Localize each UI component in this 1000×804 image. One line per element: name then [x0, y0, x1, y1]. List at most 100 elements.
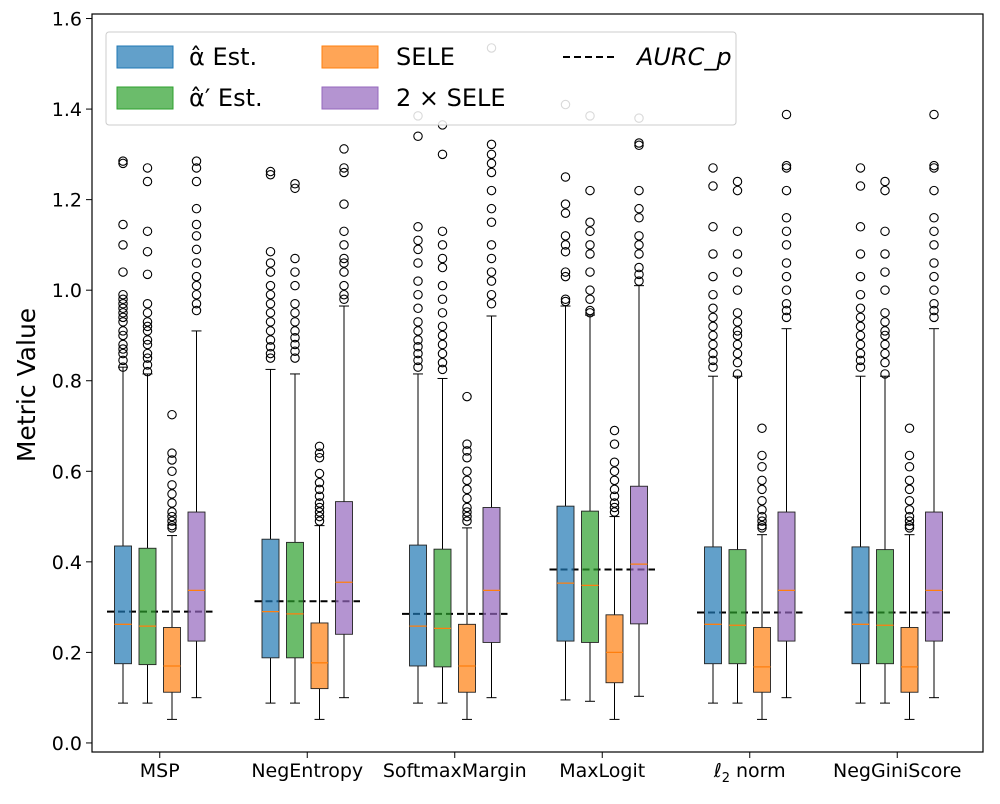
flier-point: [929, 240, 939, 250]
flier-point: [708, 355, 718, 366]
flier-point: [757, 450, 767, 461]
flier-point: [708, 321, 718, 332]
y-tick-label: 1.6: [52, 9, 82, 31]
x-axis: MSP NegEntropy SoftmaxMargin MaxLogit ℓ2 nor…: [140, 752, 962, 786]
box-2-1: [433, 120, 452, 704]
flier-point: [290, 267, 300, 277]
flier-point: [855, 181, 866, 191]
flier-point: [732, 339, 743, 350]
flier-point: [265, 348, 276, 359]
flier-point: [462, 466, 472, 477]
flier-point: [339, 199, 349, 209]
flier-point: [904, 511, 915, 522]
flier-point: [880, 369, 890, 379]
flier-point: [339, 280, 349, 291]
flier-point: [609, 425, 620, 436]
flier-point: [855, 222, 866, 232]
flier-point: [609, 484, 620, 495]
flier-point: [462, 511, 472, 522]
flier-point: [167, 409, 177, 420]
box-body: [581, 510, 599, 643]
flier-point: [167, 455, 177, 465]
box-body: [163, 627, 181, 693]
flier-point: [437, 294, 448, 304]
flier-point: [904, 495, 915, 506]
flier-point: [781, 258, 792, 268]
flier-point: [880, 348, 890, 359]
flier-point: [290, 346, 300, 357]
flier-point: [142, 353, 153, 363]
flier-point: [142, 226, 153, 237]
box-body: [433, 548, 452, 668]
flier-point: [486, 139, 497, 150]
flier-point: [167, 507, 177, 517]
flier-point: [167, 511, 177, 522]
flier-point: [462, 507, 472, 517]
flier-point: [118, 344, 128, 354]
flier-point: [708, 303, 718, 314]
x-tick-label: NegEntropy: [251, 760, 363, 782]
flier-point: [413, 303, 423, 314]
flier-point: [142, 308, 153, 318]
flier-point: [634, 249, 644, 259]
flier-point: [560, 231, 571, 241]
flier-point: [855, 321, 866, 332]
flier-point: [880, 330, 890, 341]
box-body: [458, 623, 476, 693]
flier-point: [560, 296, 571, 307]
flier-point: [855, 312, 866, 323]
flier-point: [757, 484, 767, 495]
legend-swatch-alpha-prime-est: [116, 86, 174, 110]
flier-point: [437, 149, 448, 160]
box-1-1: [286, 179, 304, 704]
flier-point: [413, 355, 423, 366]
flier-point: [437, 339, 448, 350]
flier-point: [855, 348, 866, 359]
flier-point: [167, 516, 177, 526]
flier-point: [732, 348, 743, 359]
flier-point: [634, 240, 644, 250]
flier-point: [118, 294, 128, 304]
flier-point: [191, 280, 202, 291]
flier-point: [486, 240, 497, 250]
box-0-0: [114, 156, 132, 704]
flier-point: [929, 185, 939, 196]
flier-point: [929, 109, 939, 120]
flier-point: [904, 516, 915, 526]
legend-swatch-sele: [321, 45, 379, 69]
flier-point: [314, 502, 325, 513]
box-body: [556, 505, 575, 642]
legend-swatch-alpha-est: [116, 45, 174, 69]
flier-point: [413, 222, 423, 232]
flier-point: [142, 246, 153, 257]
flier-point: [929, 312, 939, 323]
flier-point: [142, 317, 153, 327]
flier-point: [609, 439, 620, 449]
x-tick-label: NegGiniScore: [833, 760, 962, 782]
flier-point: [585, 240, 595, 250]
flier-point: [560, 208, 571, 218]
flier-point: [585, 185, 595, 196]
flier-point: [142, 176, 153, 187]
flier-point: [437, 357, 448, 368]
flier-point: [585, 305, 595, 316]
flier-point: [437, 364, 448, 375]
y-tick-label: 0.4: [52, 552, 82, 574]
flier-point: [757, 505, 767, 515]
y-tick-label: 0.6: [52, 461, 82, 483]
flier-point: [413, 289, 423, 300]
flier-point: [880, 176, 890, 187]
y-axis: 0.0 0.2 0.4 0.6 0.8 1.0 1.2 1.4 1.6: [52, 9, 92, 755]
flier-point: [265, 267, 276, 277]
flier-point: [708, 289, 718, 300]
flier-point: [757, 523, 767, 533]
box-2-2: [458, 391, 476, 720]
flier-point: [609, 498, 620, 508]
y-axis-label: Metric Value: [12, 308, 41, 462]
flier-point: [486, 203, 497, 214]
plot-frame: [91, 13, 984, 753]
flier-point: [880, 317, 890, 327]
box-5-3: [925, 109, 943, 699]
flier-point: [781, 185, 792, 196]
legend-label-2x-sele: 2 × SELE: [396, 84, 506, 112]
